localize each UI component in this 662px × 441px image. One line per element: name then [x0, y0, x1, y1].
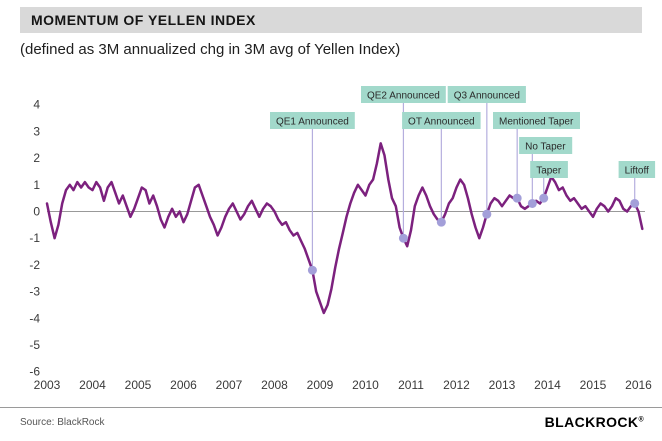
page-title: MOMENTUM OF YELLEN INDEX — [31, 12, 256, 28]
x-tick-label: 2015 — [580, 378, 607, 392]
annotation-label-bg — [447, 86, 526, 103]
y-tick-label: 1 — [33, 178, 40, 192]
annotation-label: Q3 Announced — [454, 91, 520, 102]
annotation-label: Liftoff — [625, 166, 649, 177]
y-tick-label: 4 — [33, 98, 40, 112]
y-tick-label: -3 — [29, 285, 40, 299]
annotation-label: QE2 Announced — [367, 91, 440, 102]
annotation-dot — [482, 209, 492, 219]
x-tick-label: 2013 — [489, 378, 516, 392]
annotation-label: OT Announced — [408, 117, 475, 128]
x-tick-label: 2011 — [398, 378, 424, 392]
y-tick-label: -1 — [29, 231, 40, 245]
annotation-label-bg — [361, 86, 446, 103]
annotation-dot — [630, 198, 640, 208]
y-tick-label: 3 — [33, 124, 40, 138]
annotation-dot — [398, 233, 408, 243]
y-tick-label: 0 — [33, 205, 40, 219]
annotation-dot — [512, 193, 522, 203]
annotation-label-bg — [270, 112, 355, 129]
y-tick-label: -2 — [29, 258, 40, 272]
x-tick-label: 2008 — [261, 378, 288, 392]
x-tick-label: 2009 — [307, 378, 334, 392]
annotation-dot — [307, 265, 317, 275]
brand-name: BLACKROCK — [544, 414, 639, 430]
brand-trademark: ® — [638, 416, 644, 424]
y-tick-label: -5 — [29, 338, 40, 352]
x-tick-label: 2005 — [125, 378, 152, 392]
x-tick-label: 2003 — [34, 378, 61, 392]
y-tick-label: -6 — [29, 365, 40, 379]
footer-divider — [0, 407, 662, 408]
x-tick-label: 2010 — [352, 378, 379, 392]
x-tick-label: 2012 — [443, 378, 470, 392]
annotation-label: Taper — [536, 166, 562, 177]
annotation-label: Mentioned Taper — [499, 117, 574, 128]
annotation-dot — [436, 217, 446, 227]
x-tick-label: 2007 — [216, 378, 243, 392]
annotation-label: QE1 Announced — [276, 117, 349, 128]
annotation-label-bg — [618, 161, 656, 178]
annotation-dot — [539, 193, 549, 203]
chart-subtitle: (defined as 3M annualized chg in 3M avg … — [20, 41, 401, 58]
annotation-label: No Taper — [525, 142, 566, 153]
annotation-label-bg — [493, 112, 580, 129]
y-tick-label: 2 — [33, 151, 40, 165]
annotation-label-bg — [530, 161, 568, 178]
y-tick-label: -4 — [29, 311, 40, 325]
x-tick-label: 2016 — [625, 378, 652, 392]
title-bar: MOMENTUM OF YELLEN INDEX — [20, 7, 642, 33]
annotation-label-bg — [519, 137, 573, 154]
x-tick-label: 2006 — [170, 378, 197, 392]
x-tick-label: 2004 — [79, 378, 106, 392]
annotation-label-bg — [402, 112, 481, 129]
source-text: Source: BlackRock — [20, 417, 105, 428]
x-tick-label: 2014 — [534, 378, 561, 392]
blackrock-logo: BLACKROCK® — [545, 414, 644, 430]
annotation-dot — [527, 198, 537, 208]
